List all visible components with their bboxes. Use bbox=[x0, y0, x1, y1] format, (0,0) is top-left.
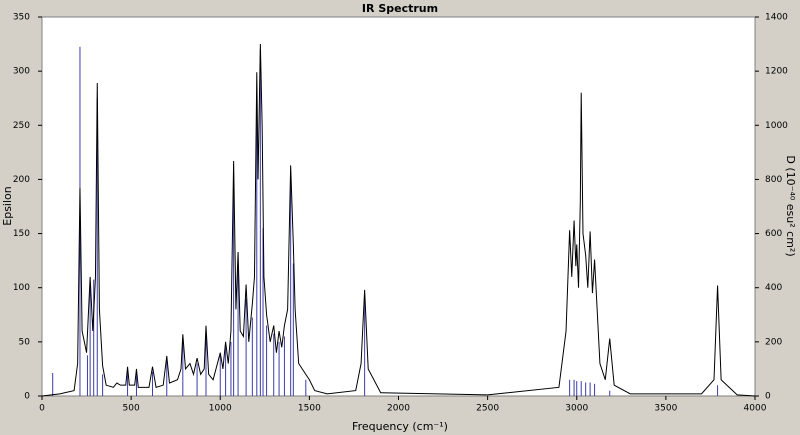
y-tick-label: 50 bbox=[19, 337, 31, 347]
y-tick-label: 250 bbox=[13, 121, 30, 131]
y2-tick-label: 0 bbox=[765, 392, 771, 402]
y2-tick-label: 1400 bbox=[765, 13, 788, 23]
spectrum-line bbox=[41, 44, 756, 397]
plot-area bbox=[41, 16, 756, 397]
x-tick-label: 1500 bbox=[298, 404, 321, 414]
y2-tick-label: 1200 bbox=[765, 67, 788, 77]
y-axis-label: Epsilon bbox=[1, 186, 14, 226]
x-tick-label: 1000 bbox=[209, 404, 232, 414]
y-tick-label: 150 bbox=[13, 229, 30, 239]
x-tick-label: 500 bbox=[123, 404, 140, 414]
y2-tick-label: 400 bbox=[765, 283, 782, 293]
y-tick-label: 350 bbox=[13, 13, 30, 23]
y-tick-label: 100 bbox=[13, 283, 30, 293]
x-tick-label: 2000 bbox=[387, 404, 410, 414]
y-tick-label: 0 bbox=[24, 392, 30, 402]
y2-tick-label: 800 bbox=[765, 175, 782, 185]
y2-tick-label: 1000 bbox=[765, 121, 788, 131]
x-tick-label: 3500 bbox=[654, 404, 677, 414]
chart-title: IR Spectrum bbox=[362, 2, 438, 15]
y-tick-label: 300 bbox=[13, 67, 30, 77]
y-tick-label: 200 bbox=[13, 175, 30, 185]
x-tick-label: 4000 bbox=[744, 404, 767, 414]
y2-axis-label: D (10⁻⁴⁰ esu² cm²) bbox=[784, 155, 797, 256]
y2-tick-label: 600 bbox=[765, 229, 782, 239]
x-axis-label: Frequency (cm⁻¹) bbox=[352, 420, 448, 433]
x-tick-label: 0 bbox=[39, 404, 45, 414]
x-tick-label: 2500 bbox=[476, 404, 499, 414]
y2-tick-label: 200 bbox=[765, 337, 782, 347]
x-tick-label: 3000 bbox=[565, 404, 588, 414]
